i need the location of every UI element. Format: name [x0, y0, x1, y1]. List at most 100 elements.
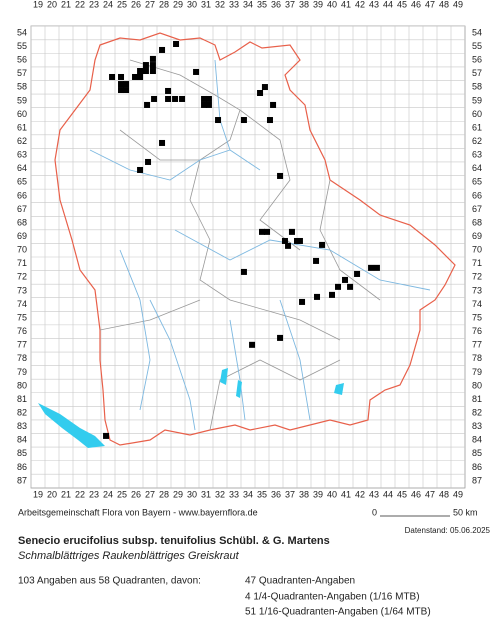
row-label: 78 — [472, 353, 482, 363]
row-label: 74 — [472, 299, 482, 309]
column-label: 43 — [369, 489, 379, 499]
occurrence — [335, 283, 342, 290]
occurrence — [215, 117, 222, 124]
row-label: 78 — [17, 353, 27, 363]
occurrence — [285, 242, 292, 249]
row-label: 71 — [472, 258, 482, 268]
column-label: 25 — [117, 489, 127, 499]
row-label: 54 — [17, 27, 27, 37]
row-label: 75 — [17, 312, 27, 322]
occurrence — [299, 298, 306, 305]
lake — [38, 403, 105, 448]
row-label: 69 — [472, 231, 482, 241]
row-label: 56 — [17, 55, 27, 65]
row-label: 83 — [17, 421, 27, 431]
column-label: 26 — [131, 489, 141, 499]
column-label: 45 — [397, 489, 407, 499]
occurrence — [142, 68, 149, 75]
district-borders — [99, 59, 381, 431]
occurrence — [270, 101, 277, 108]
row-label: 73 — [17, 285, 27, 295]
column-label: 35 — [257, 489, 267, 499]
row-label: 64 — [472, 163, 482, 173]
occurrence — [277, 172, 284, 179]
occurrence — [109, 73, 116, 80]
column-label: 37 — [285, 0, 295, 9]
occurrence — [118, 73, 125, 80]
row-label: 67 — [472, 204, 482, 214]
occurrence — [249, 341, 256, 348]
row-label: 84 — [472, 435, 482, 445]
column-label: 30 — [187, 0, 197, 9]
date: Datenstand: 05.06.2025 — [405, 526, 491, 535]
column-label: 42 — [355, 0, 365, 9]
row-label: 59 — [17, 95, 27, 105]
occurrence — [149, 68, 156, 75]
row-label: 79 — [472, 367, 482, 377]
row-label: 64 — [17, 163, 27, 173]
column-label: 39 — [313, 0, 323, 9]
occurrence — [288, 228, 295, 235]
column-label: 42 — [355, 489, 365, 499]
column-label: 32 — [215, 0, 225, 9]
occurrence — [296, 237, 303, 244]
column-label: 40 — [327, 489, 337, 499]
column-label: 43 — [369, 0, 379, 9]
column-label: 38 — [299, 489, 309, 499]
column-label: 22 — [75, 489, 85, 499]
row-label: 66 — [472, 190, 482, 200]
occurrence — [313, 257, 320, 264]
column-label: 49 — [453, 489, 463, 499]
row-label: 76 — [17, 326, 27, 336]
row-label: 67 — [17, 204, 27, 214]
row-label: 54 — [472, 27, 482, 37]
occurrence — [132, 73, 139, 80]
occurrence — [118, 87, 125, 94]
occurrence — [149, 62, 156, 69]
column-label: 41 — [341, 489, 351, 499]
row-label: 82 — [472, 407, 482, 417]
row-label: 55 — [472, 41, 482, 51]
grid — [30, 25, 465, 488]
occurrence — [165, 87, 172, 94]
column-label: 23 — [89, 489, 99, 499]
scale-end: 50 km — [453, 507, 478, 517]
column-label: 46 — [411, 489, 421, 499]
occurrences — [103, 40, 380, 439]
column-label: 23 — [89, 0, 99, 9]
occurrence — [165, 95, 172, 102]
row-label: 55 — [17, 41, 27, 51]
row-label: 77 — [472, 340, 482, 350]
occurrence — [264, 228, 271, 235]
row-label: 72 — [17, 272, 27, 282]
occurrence — [240, 117, 247, 124]
row-label: 59 — [472, 95, 482, 105]
row-label: 70 — [472, 245, 482, 255]
column-label: 19 — [33, 0, 43, 9]
row-label: 63 — [472, 150, 482, 160]
row-label: 60 — [472, 109, 482, 119]
breakdown: 51 1/16-Quadranten-Angaben (1/64 MTB) — [245, 607, 431, 618]
column-label: 24 — [103, 489, 113, 499]
row-label: 74 — [17, 299, 27, 309]
row-label: 73 — [472, 285, 482, 295]
occurrence — [368, 264, 375, 271]
occurrence — [342, 276, 349, 283]
column-label: 38 — [299, 0, 309, 9]
column-label: 20 — [47, 489, 57, 499]
occurrence — [266, 117, 273, 124]
rivers — [89, 59, 431, 431]
summary: 103 Angaben aus 58 Quadranten, davon: — [18, 576, 201, 587]
column-label: 29 — [173, 0, 183, 9]
column-label: 28 — [159, 0, 169, 9]
occurrence — [159, 139, 166, 146]
column-label: 21 — [61, 0, 71, 9]
column-label: 35 — [257, 0, 267, 9]
occurrence — [281, 237, 288, 244]
row-label: 61 — [472, 122, 482, 132]
column-label: 28 — [159, 489, 169, 499]
column-label: 48 — [439, 0, 449, 9]
grid-labels: 19 19 20 20 21 21 22 22 23 23 24 24 25 25 26 26 27 27 28 28… — [17, 0, 482, 499]
occurrence — [173, 40, 180, 47]
column-label: 41 — [341, 0, 351, 9]
